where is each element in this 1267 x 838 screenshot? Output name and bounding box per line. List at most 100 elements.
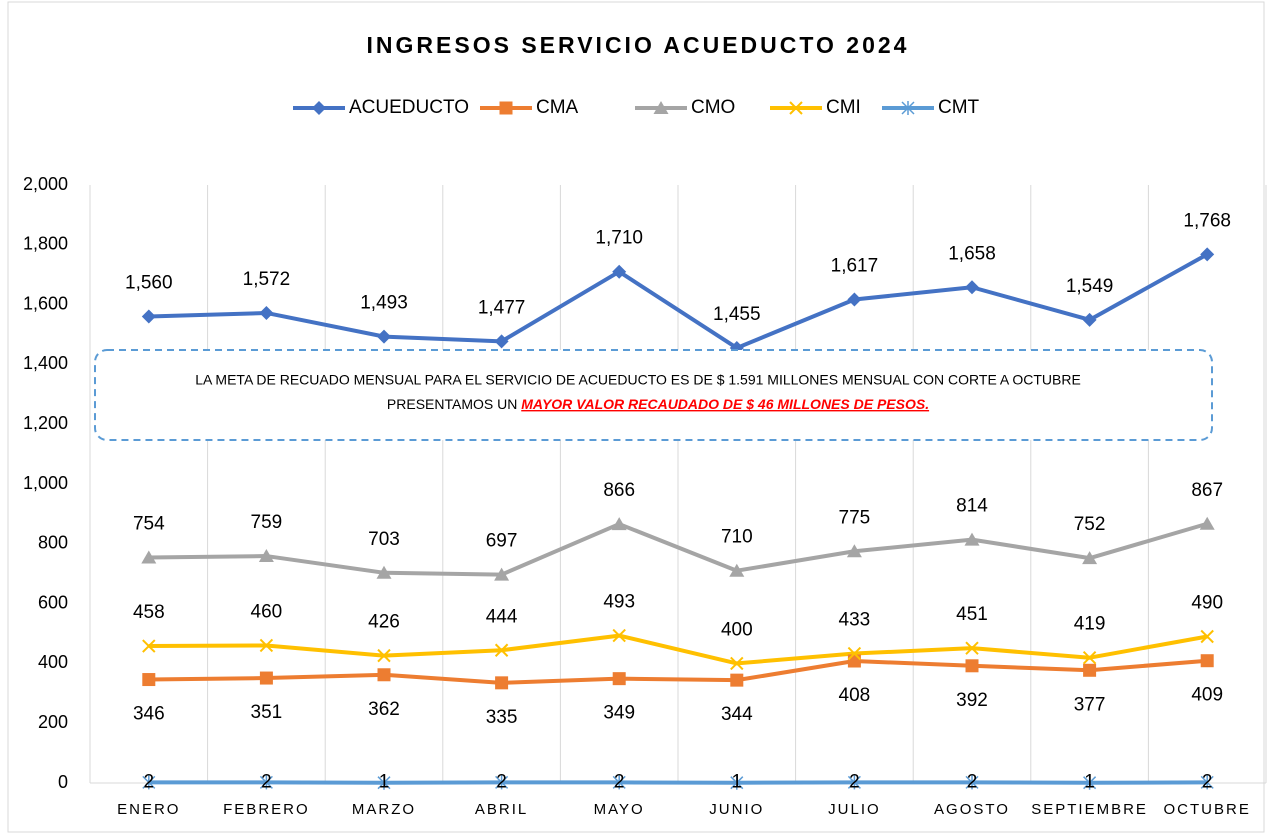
point bbox=[1083, 663, 1097, 677]
data-label: 2 bbox=[261, 771, 272, 792]
point bbox=[1082, 312, 1097, 327]
point bbox=[377, 775, 391, 790]
point bbox=[258, 549, 274, 563]
data-label: 1,658 bbox=[948, 243, 996, 264]
point bbox=[612, 264, 627, 279]
y-tick-label: 400 bbox=[38, 652, 68, 672]
legend-marker bbox=[789, 101, 803, 115]
x-tick-label: MAYO bbox=[594, 801, 645, 818]
data-label: 351 bbox=[251, 702, 283, 723]
series-line bbox=[148, 658, 1208, 685]
series-line bbox=[148, 521, 1208, 577]
point bbox=[494, 334, 509, 349]
point bbox=[259, 775, 273, 790]
point bbox=[377, 668, 391, 682]
x-tick-label: OCTUBRE bbox=[1164, 801, 1251, 818]
point bbox=[965, 775, 979, 790]
legend-marker bbox=[312, 101, 326, 115]
point bbox=[259, 305, 274, 320]
legend-label: CMT bbox=[938, 97, 980, 118]
point bbox=[612, 775, 626, 790]
data-label: 1,477 bbox=[478, 297, 526, 318]
y-tick-label: 1,600 bbox=[23, 293, 68, 313]
data-label: 1,455 bbox=[713, 304, 761, 325]
data-label: 1,768 bbox=[1183, 210, 1231, 231]
data-label: 460 bbox=[251, 601, 283, 622]
point bbox=[964, 532, 980, 546]
y-tick-label: 800 bbox=[38, 533, 68, 553]
y-tick-label: 200 bbox=[38, 712, 68, 732]
y-tick-label: 2,000 bbox=[23, 174, 68, 194]
data-label: 400 bbox=[721, 619, 753, 640]
point bbox=[847, 292, 862, 307]
data-label: 2 bbox=[144, 771, 155, 792]
annotation-text: PRESENTAMOS UN MAYOR VALOR RECAUDADO DE … bbox=[387, 396, 929, 412]
data-label: 408 bbox=[839, 685, 871, 706]
point bbox=[142, 673, 156, 687]
data-label: 867 bbox=[1191, 480, 1223, 501]
point bbox=[729, 563, 745, 577]
data-label: 2 bbox=[849, 771, 860, 792]
point bbox=[611, 517, 627, 531]
y-tick-label: 1,400 bbox=[23, 353, 68, 373]
data-label: 458 bbox=[133, 602, 165, 623]
data-label: 392 bbox=[956, 690, 988, 711]
point bbox=[847, 775, 861, 790]
point bbox=[495, 775, 509, 790]
data-label: 419 bbox=[1074, 614, 1106, 635]
point bbox=[1082, 651, 1097, 665]
point bbox=[1200, 629, 1214, 644]
x-tick-label: FEBRERO bbox=[223, 801, 310, 818]
data-label: 697 bbox=[486, 531, 518, 552]
data-label: 362 bbox=[368, 699, 400, 720]
point bbox=[1200, 654, 1214, 668]
point bbox=[846, 544, 862, 558]
point bbox=[612, 672, 626, 686]
point bbox=[965, 659, 979, 673]
point bbox=[494, 567, 510, 581]
point bbox=[1200, 775, 1214, 790]
legend-marker bbox=[901, 101, 915, 115]
data-label: 775 bbox=[839, 507, 871, 528]
point bbox=[141, 550, 157, 564]
annotation-box bbox=[94, 349, 1213, 441]
y-tick-label: 1,000 bbox=[23, 473, 68, 493]
data-label: 426 bbox=[368, 612, 400, 633]
point bbox=[495, 676, 509, 690]
data-label: 1,549 bbox=[1066, 276, 1114, 297]
chart-title: INGRESOS SERVICIO ACUEDUCTO 2024 bbox=[367, 32, 910, 58]
point bbox=[1199, 516, 1215, 530]
data-label: 335 bbox=[486, 707, 518, 728]
point bbox=[965, 641, 979, 655]
point bbox=[377, 648, 391, 663]
point bbox=[494, 643, 509, 657]
x-tick-label: JULIO bbox=[828, 801, 881, 818]
point bbox=[730, 775, 744, 790]
data-label: 1 bbox=[379, 772, 390, 793]
point bbox=[847, 654, 861, 668]
point bbox=[376, 565, 392, 579]
point bbox=[259, 671, 273, 685]
data-label: 2 bbox=[1202, 771, 1213, 792]
annotation-text: LA META DE RECUADO MENSUAL PARA EL SERVI… bbox=[195, 372, 1081, 388]
data-label: 444 bbox=[486, 606, 518, 627]
x-tick-label: SEPTIEMBRE bbox=[1031, 801, 1148, 818]
data-label: 2 bbox=[496, 771, 507, 792]
x-tick-label: JUNIO bbox=[709, 801, 764, 818]
x-tick-label: ABRIL bbox=[475, 801, 528, 818]
annotation-emphasis: MAYOR VALOR RECAUDADO DE $ 46 MILLONES D… bbox=[521, 396, 929, 412]
series-line bbox=[148, 633, 1208, 666]
annotation-text: PRESENTAMOS UN bbox=[387, 396, 521, 412]
y-tick-label: 1,200 bbox=[23, 413, 68, 433]
data-label: 1,560 bbox=[125, 273, 173, 294]
legend-label: ACUEDUCTO bbox=[349, 97, 469, 118]
point bbox=[1200, 247, 1215, 262]
data-label: 349 bbox=[603, 703, 635, 724]
point bbox=[1083, 775, 1097, 790]
data-label: 866 bbox=[603, 480, 635, 501]
x-tick-label: AGOSTO bbox=[934, 801, 1010, 818]
data-label: 1,493 bbox=[360, 293, 408, 314]
data-label: 752 bbox=[1074, 514, 1106, 535]
data-label: 490 bbox=[1191, 593, 1223, 614]
